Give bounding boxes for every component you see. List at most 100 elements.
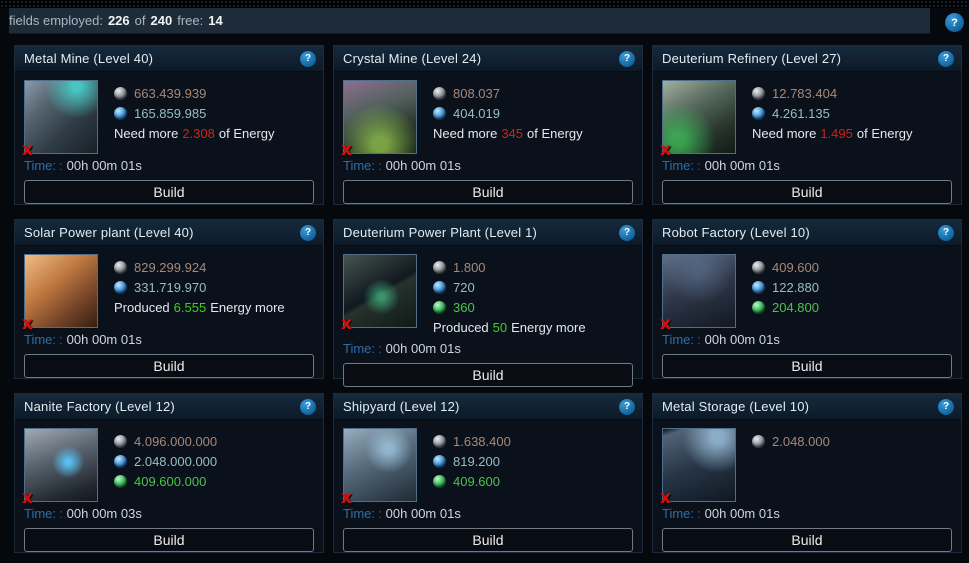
cost-line: 409.600 xyxy=(752,257,819,277)
card-help-button[interactable]: ? xyxy=(300,398,316,415)
cost-line: 1.638.400 xyxy=(433,431,511,451)
card-help-button[interactable]: ? xyxy=(619,224,635,241)
deuterium-icon xyxy=(433,300,446,314)
energy-line: Need more 2.308 of Energy xyxy=(114,123,275,143)
cost-line: 165.859.985 xyxy=(114,103,275,123)
card-help-button[interactable]: ? xyxy=(938,224,954,241)
energy-suffix: Energy more xyxy=(511,319,586,335)
card-body: x 4.096.000.000 2.048.000.000 409.600.000 … xyxy=(15,420,323,561)
cost-list: 1.800 720 360 Produced 50 Energy more xyxy=(433,254,586,337)
card-help-button[interactable]: ? xyxy=(300,224,316,241)
cost-list: 1.638.400 819.200 409.600 xyxy=(433,428,511,502)
cost-list: 808.037 404.019 Need more 345 of Energy xyxy=(433,80,583,154)
time-label: Time: xyxy=(24,157,57,173)
building-image[interactable]: x xyxy=(341,80,417,159)
unavailable-icon: x xyxy=(22,314,33,334)
card-body: x 2.048.000 Time: : 00h 00m 01s Build xyxy=(653,420,961,561)
building-title: Robot Factory (Level 10) xyxy=(662,225,810,240)
time-value: 00h 00m 03s xyxy=(66,505,142,521)
card-help-button[interactable]: ? xyxy=(619,50,635,67)
time-separator: : xyxy=(378,157,382,173)
unavailable-icon: x xyxy=(341,314,352,334)
build-button[interactable]: Build xyxy=(662,354,952,378)
build-button[interactable]: Build xyxy=(343,180,633,204)
building-image[interactable]: x xyxy=(22,428,98,507)
cost-amount: 404.019 xyxy=(453,105,500,121)
card-help-button[interactable]: ? xyxy=(938,398,954,415)
card-header: Robot Factory (Level 10) ? xyxy=(653,220,961,246)
card-help-button[interactable]: ? xyxy=(300,50,316,67)
building-image[interactable]: x xyxy=(660,80,736,159)
energy-prefix: Produced xyxy=(114,299,170,315)
building-card: Deuterium Refinery (Level 27) ? x 12.783… xyxy=(652,45,962,205)
build-button[interactable]: Build xyxy=(662,528,952,552)
metal-icon xyxy=(433,434,446,448)
build-button[interactable]: Build xyxy=(24,180,314,204)
building-card: Nanite Factory (Level 12) ? x 4.096.000.… xyxy=(14,393,324,553)
media-row: x 12.783.404 4.261.135 Need more 1.495 of En… xyxy=(660,80,952,159)
building-title: Shipyard (Level 12) xyxy=(343,399,460,414)
cost-amount: 204.800 xyxy=(772,299,819,315)
building-card: Shipyard (Level 12) ? x 1.638.400 819.200… xyxy=(333,393,643,553)
page-help-button[interactable]: ? xyxy=(945,13,964,32)
cost-amount: 829.299.924 xyxy=(134,259,207,275)
build-button[interactable]: Build xyxy=(24,354,314,378)
card-header: Deuterium Power Plant (Level 1) ? xyxy=(334,220,642,246)
cost-amount: 12.783.404 xyxy=(772,85,838,101)
metal-icon xyxy=(433,86,446,100)
time-separator: : xyxy=(59,505,63,521)
time-separator: : xyxy=(378,505,382,521)
build-time: Time: : 00h 00m 03s xyxy=(24,504,314,522)
time-label: Time: xyxy=(662,505,695,521)
cost-list: 829.299.924 331.719.970 Produced 6.555 Energ… xyxy=(114,254,285,328)
metal-icon xyxy=(114,434,127,448)
time-label: Time: xyxy=(24,505,57,521)
energy-prefix: Need more xyxy=(752,125,817,141)
cards-grid: Metal Mine (Level 40) ? x 663.439.939 165… xyxy=(14,45,962,553)
metal-icon xyxy=(114,86,127,100)
building-image[interactable]: x xyxy=(341,254,417,333)
fields-of-label: of xyxy=(134,13,146,28)
build-button[interactable]: Build xyxy=(343,363,633,387)
building-card: Metal Mine (Level 40) ? x 663.439.939 165… xyxy=(14,45,324,205)
building-card: Metal Storage (Level 10) ? x 2.048.000 T… xyxy=(652,393,962,553)
cost-amount: 122.880 xyxy=(772,279,819,295)
build-button[interactable]: Build xyxy=(24,528,314,552)
unavailable-icon: x xyxy=(22,488,33,508)
building-image[interactable]: x xyxy=(341,428,417,507)
media-row: x 2.048.000 xyxy=(660,428,952,507)
build-time: Time: : 00h 00m 01s xyxy=(662,504,952,522)
build-time: Time: : 00h 00m 01s xyxy=(343,156,633,174)
building-title: Solar Power plant (Level 40) xyxy=(24,225,194,240)
cost-amount: 409.600.000 xyxy=(134,473,207,489)
cost-line: 122.880 xyxy=(752,277,819,297)
card-help-button[interactable]: ? xyxy=(938,50,954,67)
deuterium-icon xyxy=(114,474,127,488)
cost-line: 720 xyxy=(433,277,586,297)
media-row: x 663.439.939 165.859.985 Need more 2.308 of… xyxy=(22,80,314,159)
building-image[interactable]: x xyxy=(660,254,736,333)
time-separator: : xyxy=(697,505,701,521)
crystal-icon xyxy=(114,280,127,294)
energy-suffix: of Energy xyxy=(527,125,583,141)
cost-amount: 409.600 xyxy=(453,473,500,489)
building-image[interactable]: x xyxy=(22,80,98,159)
energy-line: Produced 50 Energy more xyxy=(433,317,586,337)
media-row: x 1.638.400 819.200 409.600 xyxy=(341,428,633,507)
fields-employed-label: fields employed: xyxy=(9,13,103,28)
card-header: Deuterium Refinery (Level 27) ? xyxy=(653,46,961,72)
fields-total-value: 240 xyxy=(150,13,173,28)
build-button[interactable]: Build xyxy=(662,180,952,204)
building-card: Solar Power plant (Level 40) ? x 829.299… xyxy=(14,219,324,379)
building-image[interactable]: x xyxy=(660,428,736,507)
cost-amount: 808.037 xyxy=(453,85,500,101)
card-help-button[interactable]: ? xyxy=(619,398,635,415)
building-card: Crystal Mine (Level 24) ? x 808.037 404.0… xyxy=(333,45,643,205)
cost-amount: 2.048.000 xyxy=(772,433,830,449)
build-time: Time: : 00h 00m 01s xyxy=(24,156,314,174)
build-button[interactable]: Build xyxy=(343,528,633,552)
energy-value: 1.495 xyxy=(820,125,853,141)
building-image[interactable]: x xyxy=(22,254,98,333)
deuterium-icon xyxy=(752,300,765,314)
time-value: 00h 00m 01s xyxy=(704,505,780,521)
